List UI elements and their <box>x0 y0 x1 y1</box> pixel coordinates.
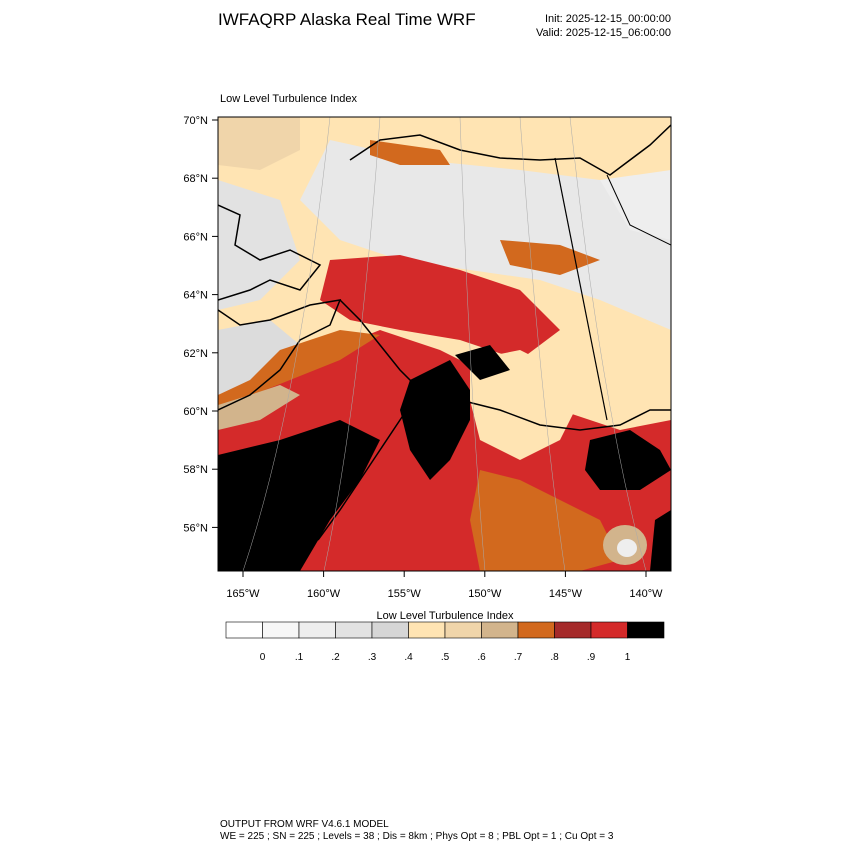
colorbar-box <box>371 621 409 639</box>
lat-label: 68°N <box>183 173 208 185</box>
colorbar-box <box>225 621 263 639</box>
coastlines <box>218 124 671 541</box>
colorbar-box <box>298 621 336 639</box>
colorbar-label: .1 <box>295 652 304 663</box>
lon-label: 155°W <box>388 588 422 600</box>
lon-label: 165°W <box>226 588 260 600</box>
colorbar-label: 0 <box>260 652 266 663</box>
colorbar-box <box>444 621 482 639</box>
colorbar-box <box>517 621 555 639</box>
graticule <box>242 117 647 571</box>
colorbar-label: .4 <box>404 652 413 663</box>
lon-label: 140°W <box>629 588 663 600</box>
colorbar-box <box>554 621 592 639</box>
lon-label: 160°W <box>307 588 341 600</box>
map-field <box>218 117 671 571</box>
map-title: Low Level Turbulence Index <box>220 93 357 105</box>
colorbar-box <box>262 621 300 639</box>
title: IWFAQRP Alaska Real Time WRF <box>218 10 476 29</box>
map-frame <box>217 116 672 572</box>
footer-line: WE = 225 ; SN = 225 ; Levels = 38 ; Dis … <box>220 831 614 842</box>
footer-line: OUTPUT FROM WRF V4.6.1 MODEL <box>220 819 389 830</box>
colorbar-label: .5 <box>441 652 450 663</box>
colorbar-title: Low Level Turbulence Index <box>377 610 514 622</box>
lat-label: 56°N <box>183 522 208 534</box>
colorbar-label: .9 <box>587 652 596 663</box>
colorbar-box <box>335 621 373 639</box>
colorbar-label: .2 <box>331 652 340 663</box>
colorbar-box <box>590 621 628 639</box>
lat-label: 62°N <box>183 348 208 360</box>
valid-time: Valid: 2025-12-15_06:00:00 <box>536 27 671 39</box>
colorbar-label: .6 <box>477 652 486 663</box>
lat-label: 70°N <box>183 115 208 127</box>
colorbar-label: .8 <box>550 652 559 663</box>
lon-label: 145°W <box>549 588 583 600</box>
colorbar-label: .7 <box>514 652 523 663</box>
lat-label: 64°N <box>183 290 208 302</box>
colorbar-box <box>627 621 665 639</box>
lat-label: 66°N <box>183 231 208 243</box>
colorbar-label: 1 <box>625 652 631 663</box>
colorbar-box <box>408 621 446 639</box>
lat-label: 58°N <box>183 464 208 476</box>
init-time: Init: 2025-12-15_00:00:00 <box>545 13 671 25</box>
lon-label: 150°W <box>468 588 502 600</box>
lat-label: 60°N <box>183 406 208 418</box>
colorbar-box <box>481 621 519 639</box>
colorbar-label: .3 <box>368 652 377 663</box>
